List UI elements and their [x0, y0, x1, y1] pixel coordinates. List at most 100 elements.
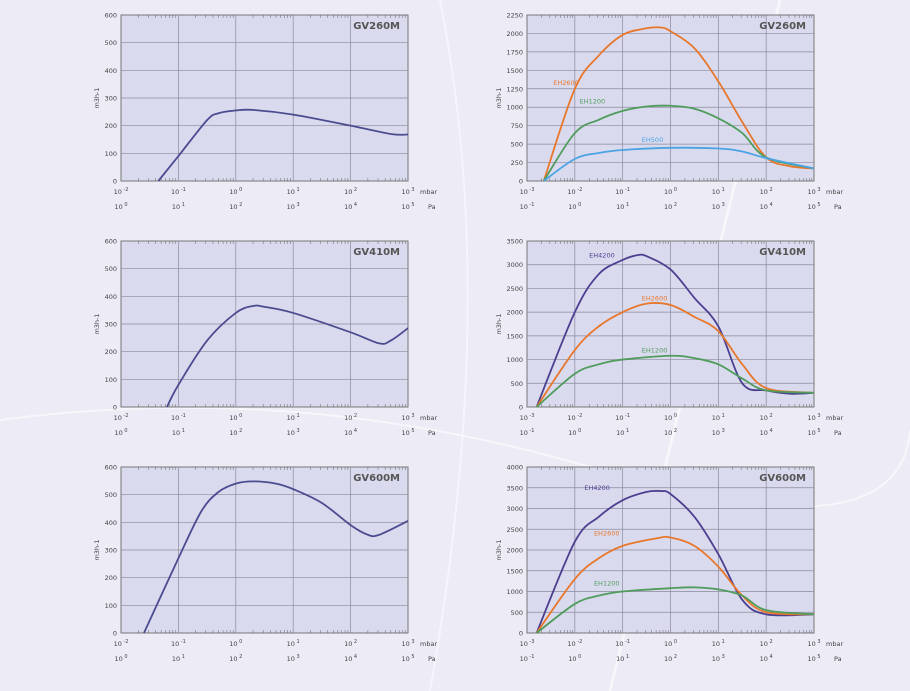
x-tick-label-mbar: 10 -2 [567, 413, 582, 422]
x-tick-label-pa: 10 0 [114, 654, 127, 663]
x-unit-pa: Pa [428, 203, 436, 211]
y-tick-label: 100 [105, 376, 117, 384]
y-axis-label: m3h-1 [495, 539, 503, 560]
x-tick-label-pa: 10 2 [664, 202, 677, 211]
series-label-eh1200: EH1200 [594, 579, 620, 587]
y-tick-label: 300 [105, 547, 117, 555]
x-tick-label-mbar: 10 -1 [615, 639, 630, 648]
x-tick-label-pa: 10 2 [229, 654, 242, 663]
x-tick-label-mbar: 10 0 [229, 413, 242, 422]
series-line-eh1200 [535, 354, 815, 408]
y-tick-label: 1000 [506, 356, 523, 364]
y-tick-label: 2000 [506, 547, 523, 555]
y-axis-label: m3h-1 [93, 87, 101, 108]
x-tick-label-pa: 10 -1 [520, 654, 535, 663]
y-tick-label: 0 [519, 178, 523, 186]
series-label-eh1200: EH1200 [642, 346, 668, 354]
y-tick-label: 300 [105, 321, 117, 329]
x-tick-label-mbar: 10 0 [664, 187, 677, 196]
x-tick-label-mbar: 10 1 [287, 413, 300, 422]
y-axis-label: m3h-1 [495, 313, 503, 334]
x-tick-label-pa: 10 3 [712, 202, 725, 211]
y-tick-label: 1500 [506, 567, 523, 575]
x-unit-mbar: mbar [420, 414, 437, 422]
x-tick-label-mbar: 10 0 [229, 187, 242, 196]
y-tick-label: 600 [105, 12, 117, 20]
x-tick-label-mbar: 10 -1 [171, 187, 186, 196]
y-tick-label: 500 [105, 265, 117, 273]
series-label-eh4200: EH4200 [589, 252, 615, 260]
x-unit-mbar: mbar [420, 188, 437, 196]
y-tick-label: 600 [105, 238, 117, 246]
x-tick-label-pa: 10 0 [568, 654, 581, 663]
y-tick-label: 2500 [506, 285, 523, 293]
x-tick-label-mbar: 10 1 [712, 639, 725, 648]
x-tick-label-mbar: 10 1 [712, 413, 725, 422]
x-tick-label-mbar: 10 -1 [615, 187, 630, 196]
x-tick-label-pa: 10 0 [568, 428, 581, 437]
chart-title: GV600M [759, 473, 806, 484]
x-tick-label-pa: 10 1 [172, 654, 185, 663]
y-tick-label: 0 [519, 630, 523, 638]
x-tick-label-mbar: 10 -2 [114, 639, 129, 648]
y-axis-label: m3h-1 [93, 539, 101, 560]
chart-gv260m-left: 0 100 200 300 400 500 600 10 -2 10 0 10 -1 10 1 10 … [93, 12, 437, 212]
chart-gv410m-left: 0 100 200 300 400 500 600 10 -2 10 0 10 -1 10 1 10 … [93, 238, 437, 438]
y-tick-label: 1750 [506, 48, 523, 56]
x-unit-pa: Pa [834, 429, 842, 437]
x-tick-label-pa: 10 5 [807, 428, 820, 437]
series-line-eh2600 [535, 536, 815, 634]
x-tick-label-pa: 10 2 [664, 428, 677, 437]
series-label-eh2600: EH2600 [553, 79, 579, 87]
x-tick-label-mbar: 10 -2 [567, 187, 582, 196]
y-tick-label: 3500 [506, 238, 523, 246]
y-tick-label: 500 [105, 39, 117, 47]
y-tick-label: 2000 [506, 309, 523, 317]
y-tick-label: 400 [105, 293, 117, 301]
chart-gv260m-right: 0 250 500 750 1000 1250 1500 1750 2000 2250 10 -3 1… [495, 12, 843, 212]
y-tick-label: 3000 [506, 261, 523, 269]
x-tick-label-mbar: 10 -2 [114, 187, 129, 196]
x-tick-label-pa: 10 1 [172, 428, 185, 437]
series-line [157, 108, 409, 182]
x-tick-label-pa: 10 -1 [520, 428, 535, 437]
x-tick-label-pa: 10 2 [664, 654, 677, 663]
chart-title: GV260M [759, 21, 806, 32]
x-tick-label-mbar: 10 -3 [520, 413, 535, 422]
chart-title: GV410M [353, 247, 400, 258]
x-tick-label-mbar: 10 0 [229, 639, 242, 648]
x-tick-label-mbar: 10 2 [760, 639, 773, 648]
x-unit-pa: Pa [834, 655, 842, 663]
series-label-eh500: EH500 [642, 136, 663, 144]
chart-title: GV600M [353, 473, 400, 484]
x-tick-label-mbar: 10 -2 [567, 639, 582, 648]
x-tick-label-pa: 10 1 [616, 202, 629, 211]
x-tick-label-mbar: 10 0 [664, 639, 677, 648]
x-tick-label-pa: 10 0 [568, 202, 581, 211]
x-tick-label-mbar: 10 -1 [171, 639, 186, 648]
x-unit-pa: Pa [428, 429, 436, 437]
y-tick-label: 0 [113, 404, 117, 412]
x-tick-label-pa: 10 5 [807, 202, 820, 211]
y-tick-label: 200 [105, 574, 117, 582]
series-line-eh2600 [535, 302, 815, 408]
y-tick-label: 750 [511, 122, 523, 130]
x-tick-label-mbar: 10 1 [712, 187, 725, 196]
y-tick-label: 0 [519, 404, 523, 412]
y-tick-label: 400 [105, 67, 117, 75]
x-tick-label-mbar: 10 2 [344, 639, 357, 648]
x-tick-label-mbar: 10 3 [401, 639, 414, 648]
x-tick-label-pa: 10 0 [114, 428, 127, 437]
x-tick-label-pa: 10 2 [229, 428, 242, 437]
x-tick-label-pa: 10 5 [401, 202, 414, 211]
chart-gv600m-left: 0 100 200 300 400 500 600 10 -2 10 0 10 -1 10 1 10 … [93, 464, 437, 664]
y-tick-label: 100 [105, 602, 117, 610]
series-line-eh1200 [536, 586, 815, 634]
chart-title: GV410M [759, 247, 806, 258]
x-tick-label-mbar: 10 3 [807, 413, 820, 422]
y-tick-label: 3000 [506, 505, 523, 513]
x-tick-label-pa: 10 2 [229, 202, 242, 211]
x-tick-label-pa: 10 4 [344, 428, 357, 437]
x-unit-pa: Pa [834, 203, 842, 211]
